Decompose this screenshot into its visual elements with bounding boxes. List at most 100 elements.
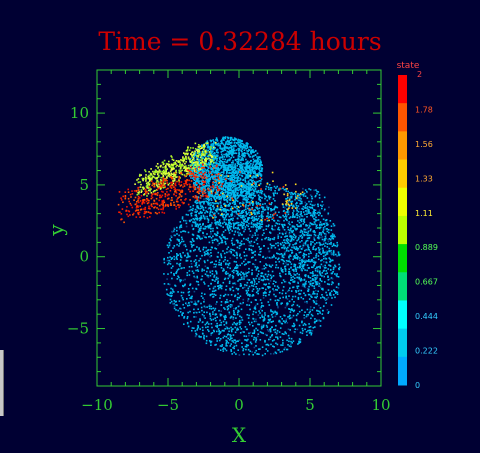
particle-point bbox=[233, 183, 236, 186]
particle-point bbox=[304, 201, 307, 204]
particle-point bbox=[251, 290, 254, 292]
particle-point bbox=[246, 145, 248, 147]
particle-point bbox=[206, 215, 208, 218]
particle-point bbox=[322, 231, 325, 234]
particle-point bbox=[212, 142, 215, 145]
particle-point bbox=[251, 155, 254, 158]
particle-point bbox=[306, 208, 309, 210]
particle-point bbox=[327, 289, 330, 291]
particle-point bbox=[223, 202, 226, 205]
particle-point bbox=[310, 294, 312, 296]
particle-point bbox=[325, 261, 328, 264]
particle-point bbox=[249, 331, 252, 334]
particle-point bbox=[312, 246, 314, 249]
particle-point bbox=[247, 198, 249, 200]
particle-point bbox=[243, 155, 246, 158]
particle-point bbox=[210, 195, 213, 197]
particle-point bbox=[251, 284, 253, 287]
particle-point bbox=[189, 175, 191, 177]
particle-point bbox=[197, 235, 200, 237]
particle-point bbox=[316, 295, 318, 298]
particle-point bbox=[221, 160, 224, 163]
particle-point bbox=[209, 210, 212, 213]
particle-point bbox=[204, 253, 206, 255]
particle-point bbox=[251, 272, 253, 274]
particle-point bbox=[237, 270, 239, 273]
particle-point bbox=[232, 269, 235, 271]
particle-point bbox=[243, 251, 245, 254]
particle-point bbox=[214, 147, 216, 149]
particle-point bbox=[226, 293, 229, 296]
particle-point bbox=[303, 255, 306, 258]
particle-point bbox=[325, 257, 328, 260]
particle-point bbox=[302, 208, 304, 211]
particle-point bbox=[288, 337, 291, 340]
particle-point bbox=[229, 336, 232, 338]
particle-point bbox=[239, 278, 242, 281]
particle-point bbox=[247, 181, 250, 184]
particle-point bbox=[207, 192, 210, 194]
particle-point bbox=[252, 197, 254, 199]
particle-point bbox=[240, 146, 242, 149]
particle-point bbox=[223, 269, 225, 272]
particle-point bbox=[202, 166, 204, 168]
particle-point bbox=[202, 200, 204, 203]
particle-point bbox=[287, 260, 290, 262]
particle-point bbox=[223, 210, 225, 213]
particle-point bbox=[298, 278, 300, 280]
particle-point bbox=[208, 207, 210, 209]
particle-point bbox=[336, 254, 338, 257]
particle-point bbox=[196, 223, 199, 225]
particle-point bbox=[221, 233, 224, 236]
particle-point bbox=[207, 155, 210, 158]
particle-point bbox=[309, 310, 311, 313]
particle-point bbox=[284, 280, 287, 283]
particle-point bbox=[309, 329, 312, 332]
particle-point bbox=[218, 330, 220, 332]
particle-point bbox=[332, 294, 335, 296]
particle-point bbox=[240, 321, 242, 324]
particle-point bbox=[246, 165, 249, 168]
particle-point bbox=[275, 342, 277, 345]
particle-point bbox=[219, 313, 222, 316]
particle-point bbox=[231, 196, 233, 199]
particle-point bbox=[287, 197, 289, 199]
particle-point bbox=[232, 254, 235, 256]
particle-point bbox=[316, 309, 318, 312]
particle-point bbox=[294, 328, 297, 330]
particle-point bbox=[323, 269, 325, 272]
particle-point bbox=[205, 162, 207, 165]
particle-point bbox=[323, 261, 325, 263]
particle-point bbox=[228, 158, 231, 161]
particle-point bbox=[222, 231, 225, 233]
particle-point bbox=[311, 275, 314, 277]
particle-point bbox=[239, 242, 242, 244]
particle-point bbox=[229, 273, 231, 276]
particle-point bbox=[223, 160, 226, 163]
particle-point bbox=[243, 183, 245, 186]
particle-point bbox=[179, 226, 181, 229]
particle-point bbox=[279, 320, 281, 323]
particle-point bbox=[314, 231, 316, 234]
particle-point bbox=[298, 266, 301, 269]
particle-point bbox=[264, 291, 266, 293]
particle-point bbox=[173, 172, 175, 174]
particle-point bbox=[318, 226, 321, 229]
particle-point bbox=[207, 179, 210, 182]
particle-point bbox=[209, 167, 211, 169]
particle-point bbox=[249, 294, 251, 296]
particle-point bbox=[249, 173, 251, 175]
particle-point bbox=[224, 314, 227, 317]
particle-point bbox=[226, 301, 229, 303]
particle-point bbox=[223, 347, 225, 349]
particle-point bbox=[219, 185, 221, 187]
particle-point bbox=[243, 149, 246, 151]
particle-point bbox=[333, 254, 335, 256]
particle-point bbox=[182, 298, 184, 301]
particle-point bbox=[322, 227, 325, 229]
particle-point bbox=[251, 170, 254, 172]
particle-point bbox=[277, 244, 279, 247]
particle-point bbox=[188, 270, 191, 272]
particle-point bbox=[259, 158, 261, 161]
particle-point bbox=[328, 231, 330, 234]
